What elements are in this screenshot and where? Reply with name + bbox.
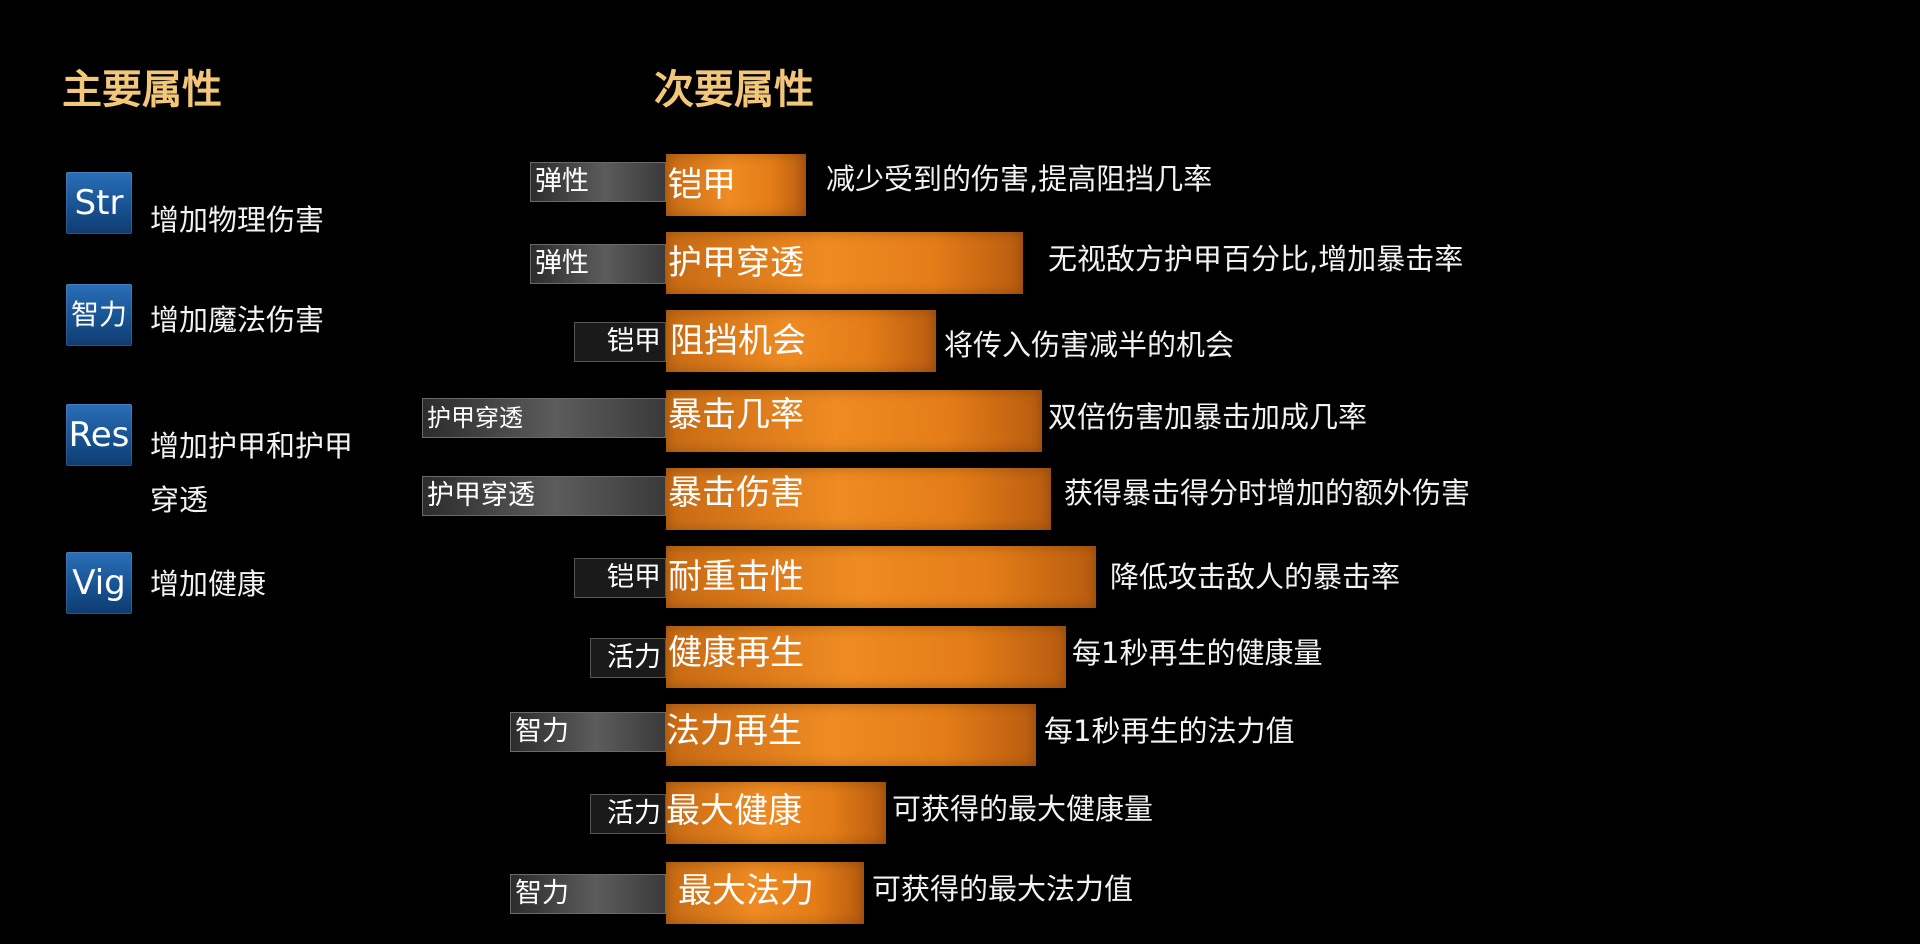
- resilience-icon: Res: [66, 404, 132, 466]
- primary-attribute-row-intellect: 智力 增加魔法伤害: [0, 284, 420, 384]
- source-attribute-tag: 智力: [510, 874, 666, 914]
- intellect-description: 增加魔法伤害: [150, 303, 325, 337]
- stat-name: 暴击伤害: [668, 473, 804, 513]
- intellect-icon: 智力: [66, 284, 132, 346]
- stat-bar: 阻挡机会: [666, 310, 936, 372]
- stat-bar: 最大法力: [666, 862, 864, 924]
- secondary-attribute-row: 活力 最大健康 可获得的最大健康量: [0, 782, 1920, 846]
- source-attribute-tag: 弹性: [530, 244, 666, 284]
- source-attribute-tag: 弹性: [530, 162, 666, 202]
- stat-name: 暴击几率: [668, 395, 804, 435]
- strength-icon: Str: [66, 172, 132, 234]
- stat-description: 每1秒再生的健康量: [1072, 636, 1323, 670]
- stat-bar: 健康再生: [666, 626, 1066, 688]
- source-attribute-tag: 护甲穿透: [422, 398, 666, 438]
- source-attribute-tag: 护甲穿透: [422, 476, 666, 516]
- stat-bar: 最大健康: [666, 782, 886, 844]
- strength-description: 增加物理伤害: [150, 203, 325, 237]
- secondary-attribute-row: 铠甲 耐重击性 降低攻击敌人的暴击率: [0, 546, 1920, 610]
- stat-description: 双倍伤害加暴击加成几率: [1048, 400, 1368, 434]
- source-attribute-tag: 智力: [510, 712, 666, 752]
- stat-name: 最大健康: [666, 791, 802, 831]
- primary-attribute-row-resilience: Res 增加护甲和护甲 穿透: [0, 404, 420, 534]
- stat-bar: 暴击几率: [666, 390, 1042, 452]
- stat-bar: 暴击伤害: [666, 468, 1051, 530]
- secondary-attribute-row: 铠甲 阻挡机会 将传入伤害减半的机会: [0, 310, 1920, 374]
- stat-description: 减少受到的伤害,提高阻挡几率: [826, 162, 1213, 196]
- stat-name: 耐重击性: [668, 557, 804, 597]
- secondary-attribute-row: 弹性 护甲穿透 无视敌方护甲百分比,增加暴击率: [0, 232, 1920, 296]
- primary-attributes-title: 主要属性: [62, 67, 222, 113]
- stat-description: 可获得的最大法力值: [872, 872, 1134, 906]
- stat-bar: 铠甲: [666, 154, 806, 216]
- secondary-attribute-row: 弹性 铠甲 减少受到的伤害,提高阻挡几率: [0, 154, 1920, 218]
- source-attribute-tag: 活力: [590, 638, 666, 678]
- stat-description: 降低攻击敌人的暴击率: [1110, 560, 1401, 594]
- stat-name: 护甲穿透: [668, 243, 804, 283]
- stat-bar: 耐重击性: [666, 546, 1096, 608]
- stat-name: 铠甲: [668, 165, 736, 205]
- stat-name: 阻挡机会: [670, 321, 806, 361]
- source-attribute-tag: 活力: [590, 794, 666, 834]
- primary-attribute-row-strength: Str 增加物理伤害: [0, 172, 420, 272]
- secondary-attribute-row: 智力 法力再生 每1秒再生的法力值: [0, 704, 1920, 768]
- vigor-description: 增加健康: [150, 567, 267, 601]
- stat-name: 法力再生: [666, 711, 802, 751]
- secondary-attribute-row: 护甲穿透 暴击几率 双倍伤害加暴击加成几率: [0, 390, 1920, 454]
- secondary-attributes-title: 次要属性: [654, 67, 814, 113]
- stat-description: 每1秒再生的法力值: [1044, 714, 1295, 748]
- stat-name: 最大法力: [678, 871, 814, 911]
- secondary-attribute-row: 护甲穿透 暴击伤害 获得暴击得分时增加的额外伤害: [0, 468, 1920, 532]
- stat-description: 可获得的最大健康量: [892, 792, 1154, 826]
- resilience-description-line2: 穿透: [150, 483, 209, 517]
- secondary-attribute-row: 智力 最大法力 可获得的最大法力值: [0, 862, 1920, 926]
- secondary-attribute-row: 活力 健康再生 每1秒再生的健康量: [0, 626, 1920, 690]
- source-attribute-tag: 铠甲: [574, 322, 666, 362]
- stat-bar: 护甲穿透: [666, 232, 1023, 294]
- source-attribute-tag: 铠甲: [574, 558, 666, 598]
- primary-attribute-row-vigor: Vig 增加健康: [0, 552, 420, 652]
- stat-description: 将传入伤害减半的机会: [944, 328, 1235, 362]
- stat-description: 获得暴击得分时增加的额外伤害: [1064, 476, 1471, 510]
- stat-name: 健康再生: [668, 633, 804, 673]
- resilience-description: 增加护甲和护甲: [150, 429, 354, 463]
- stat-bar: 法力再生: [666, 704, 1036, 766]
- stat-description: 无视敌方护甲百分比,增加暴击率: [1048, 242, 1464, 276]
- vigor-icon: Vig: [66, 552, 132, 614]
